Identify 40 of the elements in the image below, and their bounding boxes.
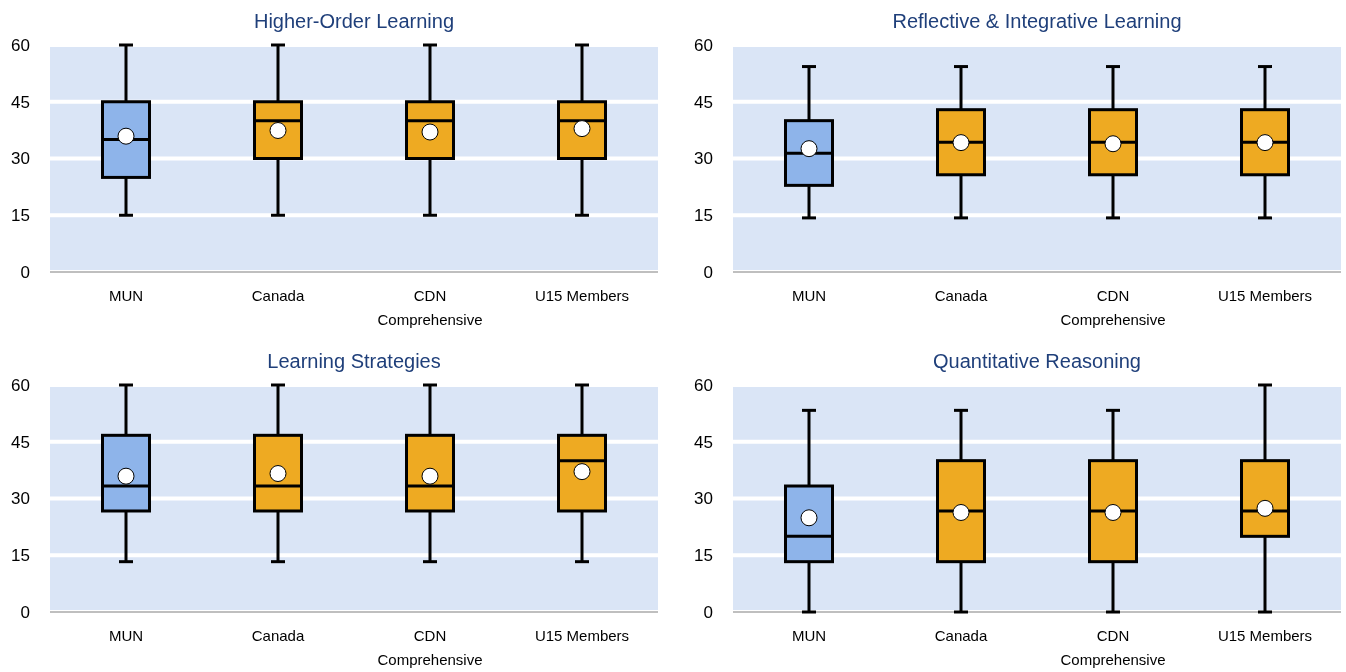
x-tick-label: MUN xyxy=(108,287,144,304)
y-tick-label: 60 xyxy=(694,35,713,55)
y-tick-label: 15 xyxy=(11,546,30,566)
y-tick-label: 30 xyxy=(694,489,713,509)
y-tick-label: 15 xyxy=(11,206,30,226)
y-tick-label: 60 xyxy=(11,375,30,395)
y-tick-label: 45 xyxy=(694,432,713,452)
chart-title: Quantitative Reasoning xyxy=(933,350,1141,372)
x-tick-label: U15 Members xyxy=(1217,627,1313,644)
y-tick-label: 0 xyxy=(20,262,30,282)
y-tick-label: 0 xyxy=(703,602,713,622)
x-tick-label: MUN xyxy=(791,627,827,644)
y-tick-label: 60 xyxy=(694,375,713,395)
x-tick-label: Canada xyxy=(934,287,988,304)
y-tick-label: 60 xyxy=(11,35,30,55)
y-tick-label: 0 xyxy=(20,602,30,622)
x-tick-label: U15 Members xyxy=(534,627,630,644)
y-tick-label: 30 xyxy=(11,489,30,509)
y-tick-label: 15 xyxy=(694,546,713,566)
x-tick-label: CDN Comprehensive xyxy=(377,287,483,328)
x-tick-label: CDN Comprehensive xyxy=(1060,627,1166,668)
y-tick-label: 45 xyxy=(694,92,713,112)
x-tick-label: Canada xyxy=(251,627,305,644)
x-tick-label: Canada xyxy=(251,287,305,304)
y-tick-label: 45 xyxy=(11,432,30,452)
y-tick-label: 30 xyxy=(694,149,713,169)
y-tick-label: 45 xyxy=(11,92,30,112)
x-tick-label: CDN Comprehensive xyxy=(377,627,483,668)
chart-title: Learning Strategies xyxy=(267,350,441,372)
y-tick-label: 15 xyxy=(694,206,713,226)
x-tick-label: MUN xyxy=(791,287,827,304)
x-tick-label: MUN xyxy=(108,627,144,644)
y-tick-label: 0 xyxy=(703,262,713,282)
y-tick-label: 30 xyxy=(11,149,30,169)
x-tick-label: U15 Members xyxy=(534,287,630,304)
chart-title: Reflective & Integrative Learning xyxy=(892,10,1182,32)
x-tick-label: U15 Members xyxy=(1217,287,1313,304)
x-tick-label: CDN Comprehensive xyxy=(1060,287,1166,328)
chart-title: Higher-Order Learning xyxy=(253,10,455,32)
x-tick-label: Canada xyxy=(934,627,988,644)
